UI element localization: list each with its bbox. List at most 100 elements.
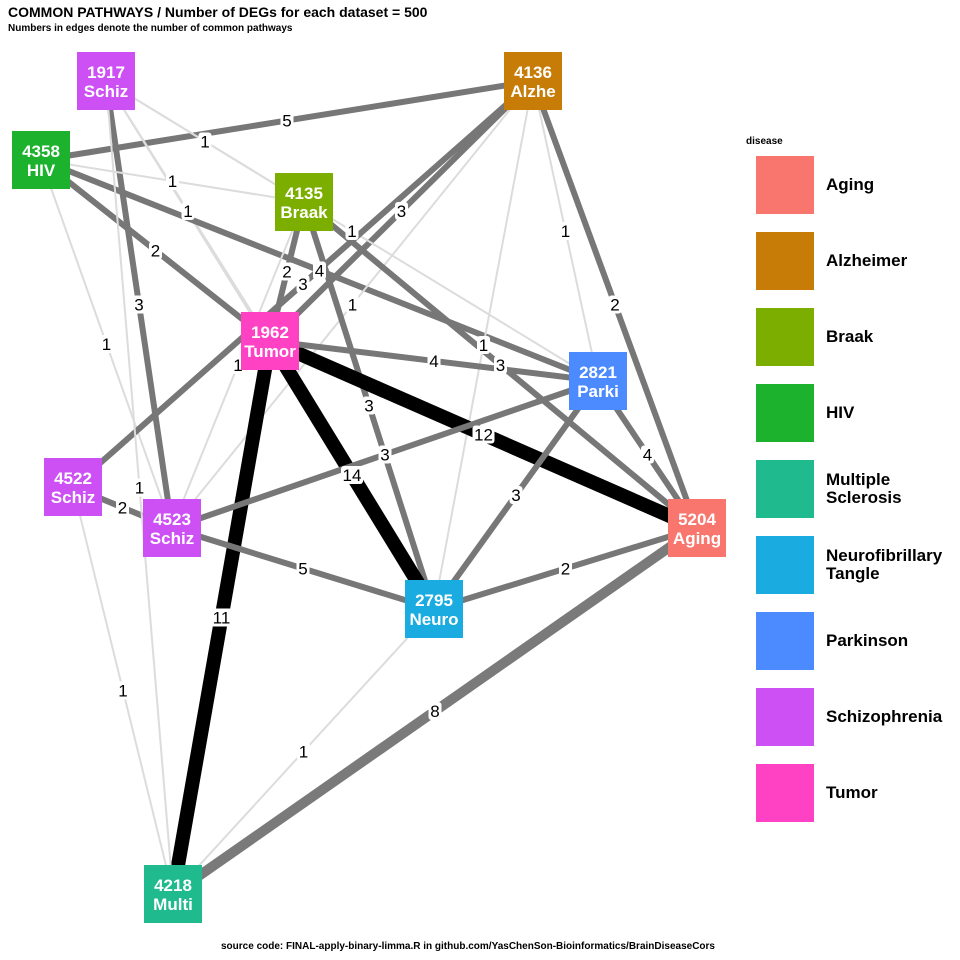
- edge-label-4136-5204: 2: [608, 295, 622, 315]
- edge-label-4136-1962: 3: [395, 202, 408, 221]
- edge-label-background: [100, 335, 113, 353]
- edge-label-2821-5204: 4: [641, 445, 654, 465]
- edge-weight-label: 1: [348, 296, 357, 315]
- edge-label-1962-2795: 14: [341, 466, 363, 485]
- edge-label-1917-4523: 3: [132, 295, 146, 315]
- node-box: [44, 458, 102, 516]
- node-id-label: 4358: [22, 142, 60, 161]
- edge-label-background: [509, 486, 523, 504]
- edge-label-2795-5204: 2: [559, 559, 572, 579]
- edge-label-background: [166, 172, 179, 190]
- edge-label-4358-4523: 1: [100, 335, 113, 354]
- edge-weight-label: 1: [200, 133, 209, 152]
- legend-label: Parkinson: [826, 631, 909, 650]
- node-box: [275, 173, 333, 231]
- edge-label-background: [472, 425, 495, 444]
- edge-weight-label: 1: [135, 479, 144, 498]
- legend-item: HIV: [746, 384, 956, 460]
- edge-label-background: [427, 352, 441, 370]
- edge-label-4358-4135: 1: [166, 172, 179, 191]
- edge-label-1917-1962: 1: [181, 202, 195, 221]
- edge-weight-label: 8: [430, 702, 439, 721]
- legend-item: Tumor: [746, 764, 956, 840]
- node-abbr-label: Alzhe: [510, 82, 555, 101]
- node-abbr-label: Parki: [577, 382, 619, 401]
- edge-label-background: [133, 478, 146, 497]
- edge-label-background: [362, 396, 376, 415]
- edge-weight-label: 1: [561, 222, 570, 241]
- edge-weight-label: 3: [511, 486, 520, 505]
- legend-swatch: [756, 384, 814, 442]
- legend-label: HIV: [826, 403, 855, 422]
- edge-label-4136-4523: 1: [346, 295, 359, 315]
- node-id-label: 4522: [54, 469, 92, 488]
- edge-weight-label: 1: [299, 743, 308, 762]
- edge-label-background: [428, 702, 442, 720]
- legend-label: Schizophrenia: [826, 707, 943, 726]
- legend-label: Alzheimer: [826, 251, 908, 270]
- legend-item: Braak: [746, 308, 956, 384]
- edge-label-4136-2821: 1: [559, 222, 572, 241]
- edge-label-background: [198, 132, 212, 151]
- source-caption: source code: FINAL-apply-binary-limma.R …: [221, 941, 715, 952]
- node-box: [405, 580, 463, 638]
- legend-item: Multiple Sclerosis: [746, 460, 956, 536]
- edge-label-4522-4523: 2: [116, 498, 129, 518]
- legend-item: Alzheimer: [746, 232, 956, 308]
- edge-label-4136-2795: 1: [477, 336, 490, 355]
- edge-label-1962-2821: 4: [427, 352, 441, 371]
- edge-label-background: [641, 445, 654, 464]
- node-box: [569, 352, 627, 410]
- edge-label-4522-4218: 1: [116, 681, 130, 701]
- legend-item: Aging: [746, 156, 956, 232]
- edge-weight-label: 4: [643, 446, 652, 465]
- legend-swatch: [756, 156, 814, 214]
- node-id-label: 1917: [87, 63, 125, 82]
- edge-label-1917-2821: 1: [345, 222, 359, 241]
- edge-weight-label: 2: [282, 263, 291, 282]
- node-id-label: 5204: [678, 510, 716, 529]
- legend-swatch: [756, 536, 814, 594]
- edge-weight-label: 3: [364, 397, 373, 416]
- edge-label-background: [116, 498, 129, 517]
- edge-label-4523-2795: 5: [296, 559, 310, 579]
- node-box: [12, 131, 70, 189]
- edge-label-4218-2795: 1: [297, 742, 310, 762]
- edge-weight-label: 3: [298, 275, 307, 294]
- edge-label-background: [608, 295, 622, 314]
- edge-label-background: [494, 356, 507, 374]
- edge-weight-label: 1: [347, 222, 356, 241]
- edge-label-background: [116, 681, 130, 700]
- node-abbr-label: Braak: [280, 203, 328, 222]
- edge-label-background: [341, 466, 363, 484]
- edge-weight-label: 11: [213, 609, 231, 628]
- legend-swatch: [756, 612, 814, 670]
- node-abbr-label: Tumor: [244, 342, 296, 361]
- node-box: [144, 865, 202, 923]
- legend-swatch: [756, 308, 814, 366]
- chart-title: COMMON PATHWAYS / Number of DEGs for eac…: [8, 4, 428, 20]
- edge-weight-label: 2: [118, 499, 127, 518]
- node-abbr-label: Aging: [673, 529, 721, 548]
- node-id-label: 4136: [514, 63, 552, 82]
- edge-label-background: [559, 222, 572, 240]
- edge-label-4358-2821: 4: [313, 261, 326, 281]
- chart-subtitle: Numbers in edges denote the number of co…: [8, 23, 293, 34]
- edge-weight-label: 1: [233, 356, 242, 375]
- edge-label-1962-5204: 12: [472, 425, 495, 445]
- node-id-label: 4523: [153, 510, 191, 529]
- legend-item: Parkinson: [746, 612, 956, 688]
- edge-label-background: [477, 336, 490, 354]
- edge-label-4135-2795: 3: [362, 396, 376, 416]
- legend-label: Multiple Sclerosis: [826, 470, 902, 507]
- edge-label-background: [346, 295, 359, 314]
- legend-swatch: [756, 460, 814, 518]
- legend-title: disease: [746, 136, 783, 147]
- edge-weight-label: 1: [168, 172, 177, 191]
